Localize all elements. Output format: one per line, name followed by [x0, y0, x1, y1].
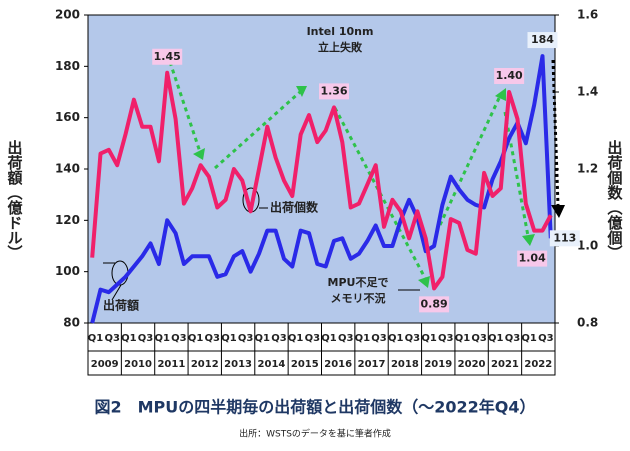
x-tick-label: Q3: [371, 333, 387, 344]
x-tick-label: Q1: [288, 333, 304, 344]
year-label: 2021: [491, 359, 519, 370]
y2-axis-title: 出荷個数（億個）: [606, 139, 624, 260]
year-label: 2018: [391, 359, 419, 370]
x-tick-label: Q3: [271, 333, 287, 344]
year-label: 2019: [424, 359, 452, 370]
tick-label: 100: [55, 264, 80, 278]
value-label: 184: [531, 33, 554, 46]
value-label-box: [152, 48, 183, 65]
tick-label: 0.8: [577, 316, 598, 330]
x-tick-label: Q3: [104, 333, 120, 344]
x-tick-label: Q1: [521, 333, 537, 344]
tick-label: 120: [55, 213, 80, 227]
arrow-head: [193, 148, 205, 160]
x-tick-label: Q1: [455, 333, 471, 344]
x-tick-label: Q3: [438, 333, 454, 344]
tick-label: 1.2: [577, 162, 598, 176]
value-label: 1.04: [519, 252, 546, 265]
tick-label: 1.4: [577, 85, 598, 99]
value-label-box: [419, 296, 450, 313]
arrow: [503, 111, 530, 237]
value-label-box: [527, 32, 558, 49]
value-label-box: [319, 83, 350, 100]
x-tick-label: Q3: [305, 333, 321, 344]
x-tick-label: Q1: [388, 333, 404, 344]
x-tick-label: Q3: [405, 333, 421, 344]
series-label: 出荷額: [103, 298, 139, 313]
x-tick-label: Q1: [321, 333, 337, 344]
year-label: 2017: [358, 359, 386, 370]
value-label-box: [494, 68, 525, 84]
tick-label: 80: [63, 316, 80, 330]
tick-label: 1.6: [577, 8, 598, 22]
year-label: 2011: [157, 359, 185, 370]
year-label: 2010: [124, 359, 152, 370]
tick-label: 1.0: [577, 239, 598, 253]
tick-label: 200: [55, 8, 80, 22]
x-tick-label: Q1: [121, 333, 137, 344]
x-tick-label: Q3: [338, 333, 354, 344]
value-label: 1.45: [154, 50, 181, 63]
arrow: [214, 90, 301, 170]
leader: [111, 284, 122, 301]
tick-label: 140: [55, 162, 80, 176]
x-tick-label: Q3: [538, 333, 554, 344]
x-tick-label: Q1: [488, 333, 504, 344]
year-label: 2009: [91, 359, 119, 370]
x-tick-label: Q1: [255, 333, 271, 344]
x-tick-label: Q3: [171, 333, 187, 344]
year-label: 2020: [458, 359, 486, 370]
value-label: 0.89: [421, 297, 448, 310]
x-tick-label: Q1: [221, 333, 237, 344]
annotation: Intel 10nm: [307, 25, 374, 38]
series-line: [90, 54, 553, 324]
x-tick-label: Q1: [154, 333, 170, 344]
x-tick-label: Q3: [505, 333, 521, 344]
annotation: 立上失敗: [318, 40, 363, 54]
arrow-head: [495, 88, 506, 101]
annotation: メモリ不況: [331, 291, 386, 305]
value-label-box: [517, 250, 548, 267]
value-label: 1.36: [320, 84, 347, 97]
chart-title: 図2 MPUの四半期毎の出荷額と出荷個数（～2022年Q4）: [94, 398, 535, 417]
value-label: 1.40: [496, 69, 523, 82]
x-tick-label: Q3: [471, 333, 487, 344]
x-tick-label: Q3: [138, 333, 154, 344]
tick-label: 180: [55, 59, 80, 73]
value-label-box: [549, 230, 580, 247]
x-tick-label: Q1: [421, 333, 437, 344]
x-tick-label: Q1: [355, 333, 371, 344]
plot-border: [87, 14, 556, 324]
arrow-heads: [193, 86, 535, 288]
year-label: 2022: [524, 359, 552, 370]
arrow-head: [522, 234, 535, 246]
year-label: 2013: [224, 359, 252, 370]
plot-area: [88, 15, 555, 323]
x-tick-label: Q1: [188, 333, 204, 344]
x-tick-label: Q1: [88, 333, 104, 344]
year-label: 2014: [258, 359, 286, 370]
arrow-head: [418, 276, 430, 288]
annotation: MPU不足で: [328, 276, 389, 289]
arrow-head: [296, 86, 307, 97]
x-tick-label: Q3: [205, 333, 221, 344]
x-tick-label: Q3: [238, 333, 254, 344]
year-label: 2016: [324, 359, 352, 370]
year-label: 2012: [191, 359, 219, 370]
value-label: 113: [553, 231, 576, 244]
series-line: [90, 70, 553, 291]
series-label: 出荷個数: [270, 200, 319, 215]
source: 出所：WSTSのデータを基に筆者作成: [239, 428, 391, 440]
year-label: 2015: [291, 359, 319, 370]
tick-label: 160: [55, 110, 80, 124]
y-axis-title: 出荷額（億ドル）: [6, 139, 24, 260]
